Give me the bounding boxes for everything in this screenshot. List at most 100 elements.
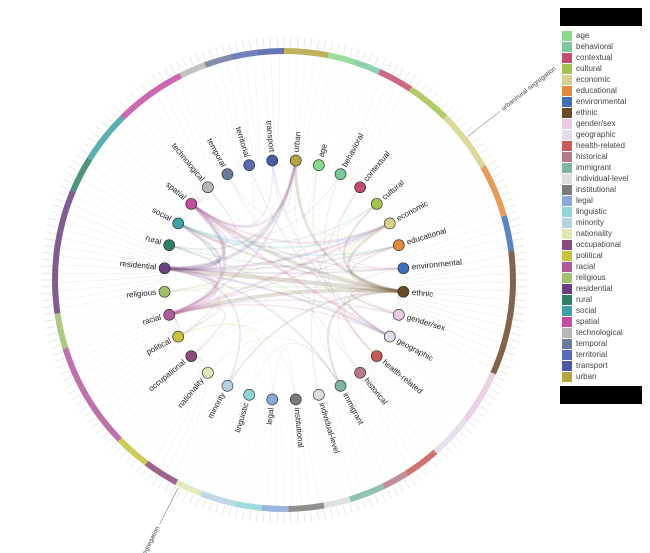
inner-node xyxy=(267,394,278,405)
legend-row: age xyxy=(560,30,642,41)
legend-label: age xyxy=(576,30,640,41)
inner-node xyxy=(371,351,382,362)
inner-node xyxy=(290,155,301,166)
legend-row: immigrant xyxy=(560,162,642,173)
legend-row: spatial xyxy=(560,316,642,327)
ring-arc xyxy=(323,496,350,508)
legend-label: residential xyxy=(576,283,640,294)
inner-node-label: age xyxy=(317,142,330,158)
legend-swatch xyxy=(562,174,572,184)
legend-swatch xyxy=(562,97,572,107)
ring-arc xyxy=(409,87,447,120)
legend-swatch xyxy=(562,251,572,261)
legend-row: transport xyxy=(560,360,642,371)
legend-label: racial xyxy=(576,261,640,272)
legend-swatch xyxy=(562,229,572,239)
legend-swatch xyxy=(562,218,572,228)
legend-row: occupational xyxy=(560,239,642,250)
inner-node-label: rural xyxy=(145,233,163,246)
fan-chord xyxy=(66,292,170,335)
legend-swatch xyxy=(562,273,572,283)
inner-node xyxy=(202,367,213,378)
legend-row: minority xyxy=(560,217,642,228)
callout-label: urban/rural segregation xyxy=(500,65,558,112)
inner-node-label: contextual xyxy=(362,149,392,183)
inner-node-label: ethnic xyxy=(411,288,433,299)
inner-node xyxy=(313,389,324,400)
ring-arc xyxy=(257,48,284,56)
legend-row: economic xyxy=(560,74,642,85)
legend-swatch xyxy=(562,262,572,272)
chord xyxy=(208,337,247,386)
legend-row: nationality xyxy=(560,228,642,239)
ring-arc xyxy=(121,73,182,119)
legend-swatch xyxy=(562,119,572,129)
ring-arc xyxy=(261,505,288,512)
inner-node-label: gender/sex xyxy=(406,313,447,333)
legend-swatch xyxy=(562,350,572,360)
legend-swatch xyxy=(562,317,572,327)
inner-node xyxy=(222,380,233,391)
legend-swatch xyxy=(562,328,572,338)
fan-chord xyxy=(227,384,242,499)
legend-label: legal xyxy=(576,195,640,206)
legend-swatch xyxy=(562,141,572,151)
legend-label: economic xyxy=(576,74,640,85)
legend-swatch xyxy=(562,75,572,85)
legend-row: geographic xyxy=(560,129,642,140)
inner-node-label: residential xyxy=(119,259,156,272)
ring-arc xyxy=(204,54,231,67)
legend-label: ethnic xyxy=(576,107,640,118)
inner-node-label: territorial xyxy=(234,126,252,159)
legend-row: cultural xyxy=(560,63,642,74)
ring-arc xyxy=(501,215,514,251)
ring-arc xyxy=(490,251,516,375)
legend-swatch xyxy=(562,361,572,371)
legend-swatch xyxy=(562,295,572,305)
legend-row: gender/sex xyxy=(560,118,642,129)
inner-node xyxy=(393,309,404,320)
ring-arc xyxy=(200,491,236,507)
callout-label: metropolitan hispanic segregation xyxy=(111,525,162,553)
legend-swatch xyxy=(562,53,572,63)
legend-label: temporal xyxy=(576,338,640,349)
legend-swatch xyxy=(562,163,572,173)
fan-chord xyxy=(202,70,223,188)
legend-label: immigrant xyxy=(576,162,640,173)
ring-arc xyxy=(52,190,76,314)
legend-row: legal xyxy=(560,195,642,206)
inner-node xyxy=(222,169,233,180)
chord xyxy=(249,343,340,395)
diagram-stage: urbanagebehavioralcontextualculturalecon… xyxy=(0,0,650,553)
legend-swatch xyxy=(562,64,572,74)
inner-node xyxy=(313,160,324,171)
legend-swatch xyxy=(562,306,572,316)
legend-label: geographic xyxy=(576,129,640,140)
ring-arc xyxy=(118,437,149,465)
inner-node xyxy=(186,198,197,209)
ring-arc xyxy=(70,158,92,192)
legend-label: nationality xyxy=(576,228,640,239)
legend-label: technological xyxy=(576,327,640,338)
legend-swatch xyxy=(562,86,572,96)
legend-row: territorial xyxy=(560,349,642,360)
ring-arc xyxy=(54,313,68,349)
legend-label: institutional xyxy=(576,184,640,195)
fan-chord xyxy=(223,384,238,497)
inner-node-label: minority xyxy=(206,391,227,420)
ring-arc xyxy=(443,115,486,168)
legend-label: transport xyxy=(576,360,640,371)
legend-row: technological xyxy=(560,327,642,338)
legend-row: behavioral xyxy=(560,41,642,52)
inner-node xyxy=(335,380,346,391)
inner-node xyxy=(164,240,175,251)
legend-label: historical xyxy=(576,151,640,162)
legend-row: individual-level xyxy=(560,173,642,184)
legend-label: gender/sex xyxy=(576,118,640,129)
inner-node xyxy=(355,182,366,193)
legend-label: urban xyxy=(576,371,640,382)
inner-node xyxy=(173,218,184,229)
ring-arc xyxy=(179,62,206,78)
legend-swatch xyxy=(562,196,572,206)
legend-swatch xyxy=(562,185,572,195)
